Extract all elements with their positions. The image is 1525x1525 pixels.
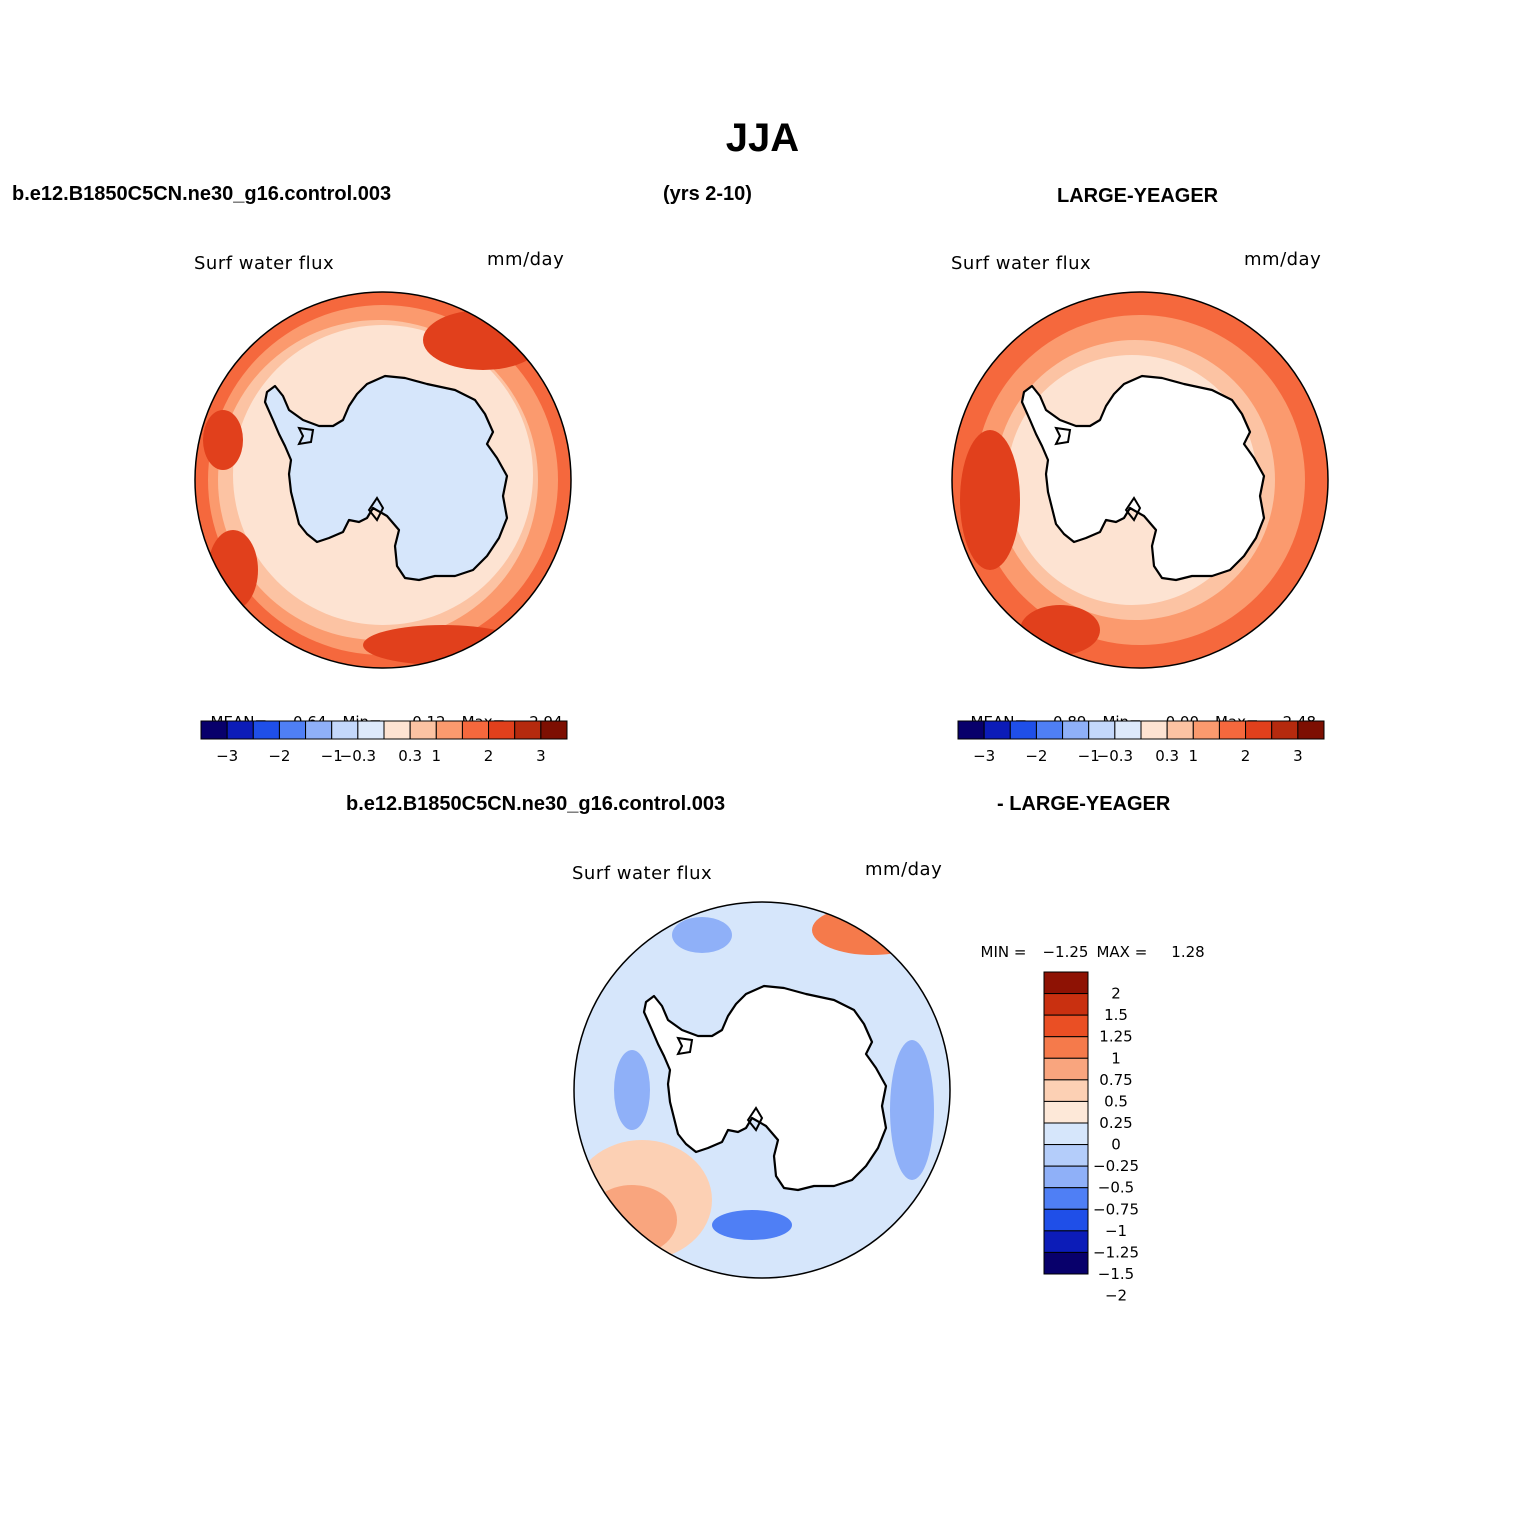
colorbar-swatch [252,720,280,740]
colorbar-tick-label: −1.5 [1098,1265,1134,1283]
diff-variable: Surf water flux [572,863,713,884]
colorbar-tick-label: 3 [536,747,546,765]
colorbar-tick-label: −2 [268,747,290,765]
colorbar-tick-label: −3 [973,747,995,765]
colorbar-tick-label: −2 [1025,747,1047,765]
colorbar-tick-label: 3 [1293,747,1303,765]
colorbar-swatch [409,720,437,740]
colorbar-swatch [1114,720,1142,740]
colorbar-tick-label: −0.5 [1098,1179,1134,1197]
diff-colorbar: 2 1.5 1.25 1 0.75 0.5 0.25 0 −0.25 −0.5 −0.75 −1 −1.… [1043,971,1139,1305]
colorbar-swatch [488,720,516,740]
panel-a-map [194,291,572,669]
colorbar-swatch [1043,1144,1089,1167]
colorbar-swatch [226,720,254,740]
colorbar-swatch [1043,1079,1089,1102]
colorbar-tick-label: −2 [1105,1287,1127,1305]
figure-title: JJA [725,116,800,160]
diff-case-a-label: b.e12.B1850C5CN.ne30_g16.control.003 [346,793,726,815]
case-b-label: LARGE-YEAGER [1057,185,1219,207]
colorbar-swatch [1088,720,1116,740]
diff-stats: MIN = −1.25 MAX = 1.28 [971,925,1205,961]
colorbar-tick-label: 0.75 [1099,1071,1132,1089]
panel-b-map [951,291,1329,669]
colorbar-swatch [278,720,307,740]
colorbar-swatch [1271,720,1299,740]
colorbar-tick-label: −1 [1105,1222,1127,1240]
colorbar-tick-label: 0.3 [1155,747,1179,765]
colorbar-swatch [1043,993,1089,1016]
colorbar-swatch [1009,720,1037,740]
colorbar-tick-label: 0.25 [1099,1114,1132,1132]
panel-b-units: mm/day [1244,249,1322,270]
panel-a-variable: Surf water flux [194,253,335,274]
colorbar-tick-label: −1 [321,747,343,765]
colorbar-swatch [331,720,359,740]
colorbar-tick-label: 2 [484,747,494,765]
diff-units: mm/day [865,859,943,880]
colorbar-tick-label: −0.25 [1093,1157,1139,1175]
colorbar-swatch [1043,1122,1089,1146]
colorbar-tick-label: −0.3 [340,747,376,765]
panel-b-colorbar: −3 −2 −1−0.3 0.3 1 2 3 [957,720,1325,765]
panel-a-colorbar: −3 −2 −1−0.3 0.3 1 2 3 [200,720,568,765]
colorbar-swatch [1043,1165,1089,1189]
colorbar-swatch [1140,720,1168,740]
colorbar-tick-label: −1 [1078,747,1100,765]
diff-max-label: MAX = [1096,943,1148,961]
colorbar-swatch [957,720,985,740]
colorbar-swatch [1245,720,1273,740]
colorbar-swatch [1043,1036,1089,1059]
colorbar-tick-label: 2 [1111,985,1121,1003]
colorbar-tick-label: 0.5 [1104,1092,1128,1110]
panel-a-units: mm/day [487,249,565,270]
diff-max-value: 1.28 [1171,943,1205,961]
colorbar-swatch [540,720,568,740]
colorbar-swatch [514,720,542,740]
colorbar-swatch [461,720,490,740]
colorbar-swatch [383,720,411,740]
colorbar-tick-label: 1.25 [1099,1028,1132,1046]
case-a-label: b.e12.B1850C5CN.ne30_g16.control.003 [12,183,392,205]
colorbar-tick-label: −1.25 [1093,1243,1139,1261]
colorbar-tick-label: 1.5 [1104,1006,1128,1024]
colorbar-swatch [1062,720,1090,740]
colorbar-swatch [1297,720,1325,740]
colorbar-swatch [305,720,333,740]
panel-b-variable: Surf water flux [951,253,1092,274]
years-label: (yrs 2-10) [663,183,752,205]
colorbar-tick-label: 0 [1111,1136,1121,1154]
diff-map [573,901,951,1279]
colorbar-swatch [357,720,385,740]
colorbar-swatch [1043,1251,1089,1275]
colorbar-swatch [1043,1014,1089,1038]
colorbar-tick-label: −0.3 [1097,747,1133,765]
colorbar-tick-label: −0.75 [1093,1200,1139,1218]
colorbar-swatch [1043,1230,1089,1253]
colorbar-tick-label: 1 [1189,747,1199,765]
colorbar-swatch [983,720,1011,740]
colorbar-swatch [200,720,228,740]
colorbar-swatch [1043,971,1089,995]
colorbar-swatch [1192,720,1220,740]
diff-min-value: −1.25 [1042,943,1089,961]
colorbar-tick-label: 0.3 [398,747,422,765]
colorbar-tick-label: 1 [432,747,442,765]
diff-min-label: MIN = [980,943,1027,961]
colorbar-tick-label: 2 [1241,747,1251,765]
colorbar-swatch [1043,1057,1089,1081]
colorbar-swatch [1043,1100,1089,1124]
colorbar-tick-label: 1 [1111,1049,1121,1067]
colorbar-swatch [1218,720,1247,740]
colorbar-tick-label: −3 [216,747,238,765]
colorbar-swatch [1043,1187,1089,1210]
diff-case-b-label: - LARGE-YEAGER [997,793,1171,815]
colorbar-swatch [1035,720,1064,740]
colorbar-swatch [1043,1208,1089,1232]
colorbar-swatch [435,720,463,740]
colorbar-swatch [1166,720,1194,740]
